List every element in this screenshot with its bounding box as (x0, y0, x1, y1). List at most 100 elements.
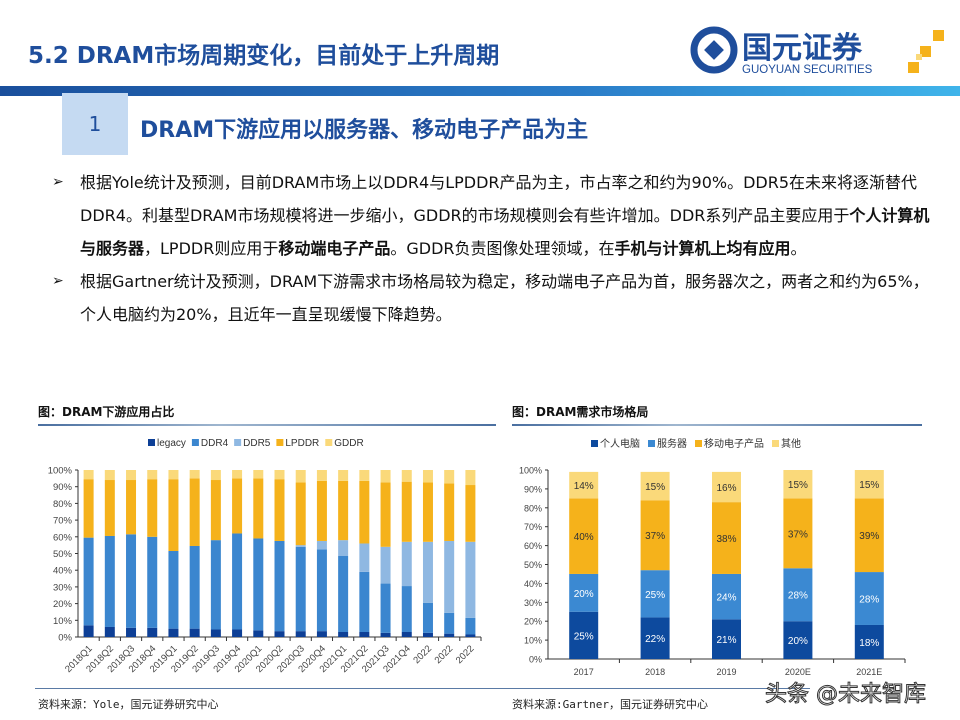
bar-segment-移动电子产品 (854, 498, 884, 573)
y-tick-label: 60% (524, 541, 542, 551)
bar-segment-DDR4 (380, 583, 391, 633)
watermark: 头条 @未来智库 (765, 682, 927, 708)
data-label: 16% (716, 483, 736, 494)
data-label: 14% (574, 481, 594, 492)
bar-segment-LPDDR (465, 485, 476, 542)
bar-segment-LPDDR (380, 482, 391, 547)
bar-segment-LPDDR (232, 478, 243, 534)
page-title: 5.2 DRAM市场周期变化，目前处于上升周期 (28, 43, 500, 69)
bar-segment-GDDR (147, 470, 158, 480)
data-label: 39% (859, 531, 879, 542)
bar-segment-DDR4 (210, 540, 221, 630)
bar-segment-legacy (359, 631, 370, 637)
legend-swatch (325, 439, 333, 446)
bar-segment-GDDR (168, 470, 179, 480)
bar-segment-LPDDR (422, 482, 433, 542)
bar-segment-DDR5 (316, 540, 327, 550)
bar-segment-服务器 (712, 573, 741, 620)
x-tick-label: 2018 (645, 667, 665, 677)
bullet-list: ➢ 根据Yole统计及预测，目前DRAM市场上以DDR4与LPDDR产品为主，市… (52, 166, 932, 331)
legend-swatch (234, 439, 242, 446)
bar-segment-GDDR (295, 470, 306, 483)
bar-segment-DDR4 (444, 612, 455, 634)
bar-segment-LPDDR (316, 480, 327, 541)
bar-segment-legacy (295, 631, 306, 637)
data-label: 25% (574, 631, 594, 642)
y-tick-label: 10% (53, 616, 73, 627)
bar-segment-个人电脑 (569, 611, 599, 659)
bar-segment-DDR5 (359, 543, 370, 572)
bar-segment-legacy (444, 633, 455, 637)
bar-segment-LPDDR (189, 478, 200, 546)
bar-segment-DDR4 (274, 540, 285, 632)
x-tick-label: 2020E (785, 667, 811, 677)
bar-segment-LPDDR (168, 479, 179, 551)
data-label: 28% (788, 591, 808, 602)
bar-segment-LPDDR (274, 479, 285, 541)
y-tick-label: 30% (524, 598, 542, 608)
source-left: 资料来源：Yole，国元证券研究中心 (38, 698, 219, 711)
legend-swatch (148, 439, 155, 446)
bar-segment-移动电子产品 (569, 498, 599, 574)
legend-label: LPDDR (285, 438, 319, 449)
bar-segment-服务器 (569, 573, 599, 612)
bar-segment-移动电子产品 (640, 500, 670, 571)
legend-swatch (648, 440, 655, 447)
bar-segment-其他 (569, 471, 599, 499)
y-tick-label: 50% (524, 560, 542, 570)
bar-segment-LPDDR (295, 482, 306, 546)
header-divider-bar (0, 86, 960, 96)
bar-segment-移动电子产品 (783, 498, 813, 569)
bar-segment-服务器 (640, 570, 670, 618)
bar-segment-legacy (274, 631, 285, 637)
bar-segment-GDDR (401, 470, 412, 482)
bar-segment-DDR4 (295, 546, 306, 632)
bar-segment-GDDR (465, 470, 476, 486)
bar-segment-legacy (168, 628, 179, 637)
data-label: 18% (859, 638, 879, 649)
bar-segment-DDR4 (147, 536, 158, 628)
bar-segment-DDR5 (422, 541, 433, 603)
y-tick-label: 20% (524, 617, 542, 627)
caption-divider (38, 424, 496, 426)
section-title: DRAM下游应用以服务器、移动电子产品为主 (140, 118, 589, 143)
bar-segment-LPDDR (126, 480, 137, 535)
guoyuan-logo: 国元证券 GUOYUAN SECURITIES (690, 26, 944, 76)
bar-segment-LPDDR (401, 481, 412, 542)
bar-segment-legacy (126, 627, 137, 637)
data-label: 20% (788, 636, 808, 647)
bar-segment-DDR4 (253, 538, 264, 631)
data-label: 24% (716, 593, 736, 604)
bar-segment-DDR5 (444, 540, 455, 613)
data-label: 37% (645, 531, 665, 542)
bar-segment-DDR4 (104, 535, 115, 627)
y-tick-label: 80% (53, 499, 73, 510)
legend-swatch (591, 440, 598, 447)
bar-segment-DDR5 (295, 545, 306, 547)
x-tick-label: 2021E (856, 667, 882, 677)
y-tick-label: 40% (53, 566, 73, 577)
bullet-text: 根据Gartner统计及预测，DRAM下游需求市场格局较为稳定，移动端电子产品为… (80, 272, 929, 324)
bar-segment-legacy (147, 627, 158, 637)
y-tick-label: 90% (524, 484, 542, 494)
bar-segment-DDR4 (126, 534, 137, 628)
bar-segment-GDDR (274, 470, 285, 480)
x-tick-label: 2017 (574, 667, 594, 677)
data-label: 40% (574, 532, 594, 543)
bullet-text: 根据Yole统计及预测，目前DRAM市场上以DDR4与LPDDR产品为主，市占率… (80, 173, 930, 258)
bar-segment-其他 (712, 471, 741, 503)
bar-segment-DDR4 (168, 550, 179, 629)
data-label: 15% (645, 482, 665, 493)
bar-segment-DDR4 (189, 545, 200, 629)
bar-segment-其他 (783, 470, 813, 499)
x-tick-label: 2019 (716, 667, 736, 677)
arrow-right-icon: ➢ (52, 273, 64, 289)
bar-segment-legacy (210, 629, 221, 637)
bar-segment-LPDDR (359, 480, 370, 544)
section-number: 1 (62, 93, 128, 155)
bar-segment-服务器 (854, 572, 884, 625)
data-label: 37% (788, 529, 808, 540)
bullet-item: ➢ 根据Yole统计及预测，目前DRAM市场上以DDR4与LPDDR产品为主，市… (52, 166, 932, 265)
bar-segment-GDDR (189, 470, 200, 479)
bar-segment-legacy (253, 630, 264, 637)
